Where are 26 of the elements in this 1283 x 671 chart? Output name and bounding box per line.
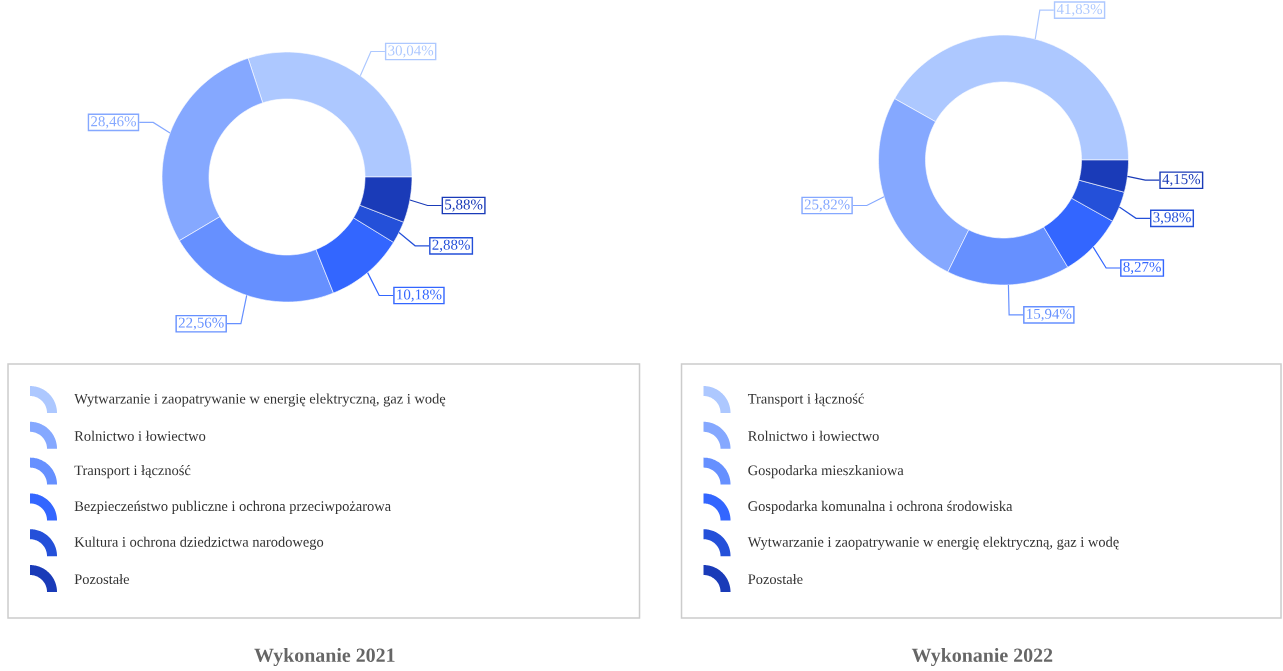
data-label: 8,27% [1123,261,1161,275]
data-label: 3,98% [1153,212,1191,225]
data-label: 30,04% [388,45,434,58]
data-label: 15,94% [1027,308,1072,322]
legend-label: Rolnictwo i łowiectwo [748,430,879,441]
legend-label: Rolnictwo i łowiectwo [74,430,206,441]
legend-label: Wytwarzanie i zaopatrywanie w energię elektryczną, gaz i wodę [74,393,446,407]
data-label: 22,56% [178,317,224,330]
data-label: 10,18% [397,289,442,302]
text: Wykonanie 2021 [254,647,395,667]
data-label: 5,88% [445,199,483,212]
text: Wykonanie 2022 [911,647,1053,667]
legend-label: Gospodarka komunalna i ochrona środowiska [748,500,1013,514]
data-label: 2,88% [432,239,470,252]
legend-label: Kultura i ochrona dziedzictwa narodowego [74,536,324,550]
legend-label: Transport i łączność [74,465,191,479]
legend-label: Pozostałe [74,573,130,585]
legend-label: Pozostałe [748,573,803,585]
legend-label: Bezpieczeństwo publiczne i ochrona przeciwpożarowa [74,500,391,514]
data-label: 4,15% [1162,174,1201,187]
legend-label: Transport i łączność [747,393,864,407]
data-label: 25,82% [804,199,850,212]
data-label: 41,83% [1056,3,1103,17]
legend-label: Wytwarzanie i zaopatrywanie w energię elektryczną, gaz i wodę [747,536,1119,550]
legend-label: Gospodarka mieszkaniowa [748,465,904,479]
data-label: 28,46% [91,116,136,129]
